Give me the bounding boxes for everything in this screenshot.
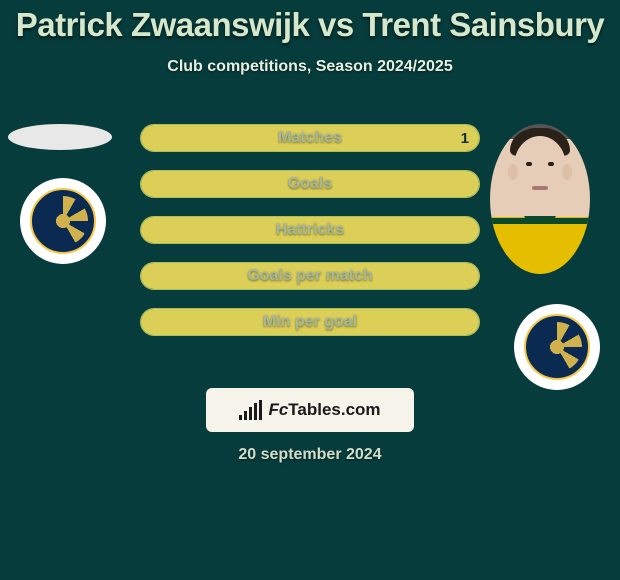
eye-right-icon — [548, 162, 554, 166]
page-title: Patrick Zwaanswijk vs Trent Sainsbury — [0, 0, 620, 44]
watermark-prefix: Fc — [268, 400, 288, 419]
stat-value-right: 1 — [461, 125, 469, 151]
badge-inner — [524, 314, 590, 380]
stat-label: Matches — [141, 125, 479, 151]
stats-block: Matches 1 Goals Hattricks Goals per matc… — [140, 124, 480, 354]
bars-icon — [239, 400, 262, 420]
ear-left-icon — [508, 164, 518, 180]
stat-label: Goals per match — [141, 263, 479, 289]
ear-right-icon — [562, 164, 572, 180]
player-left-club-badge — [20, 178, 106, 264]
watermark-box: FcTables.com — [206, 388, 414, 432]
player-left-avatar — [8, 124, 112, 150]
stat-row-min-per-goal: Min per goal — [140, 308, 480, 336]
stat-row-goals: Goals — [140, 170, 480, 198]
stat-label: Hattricks — [141, 217, 479, 243]
player-right-club-badge — [514, 304, 600, 390]
mouth-icon — [532, 186, 548, 190]
subtitle: Club competitions, Season 2024/2025 — [0, 58, 620, 76]
face-icon — [514, 136, 566, 208]
stat-label: Goals — [141, 171, 479, 197]
stat-label: Min per goal — [141, 309, 479, 335]
player-right-avatar — [490, 124, 590, 274]
jersey-icon — [490, 218, 590, 274]
badge-swirl-icon — [38, 196, 88, 246]
watermark-suffix: Tables.com — [288, 400, 380, 419]
badge-swirl-icon — [532, 322, 582, 372]
watermark-text: FcTables.com — [268, 400, 380, 420]
badge-inner — [30, 188, 96, 254]
stat-row-hattricks: Hattricks — [140, 216, 480, 244]
stat-row-goals-per-match: Goals per match — [140, 262, 480, 290]
footer-date: 20 september 2024 — [0, 446, 620, 464]
eye-left-icon — [526, 162, 532, 166]
stat-row-matches: Matches 1 — [140, 124, 480, 152]
